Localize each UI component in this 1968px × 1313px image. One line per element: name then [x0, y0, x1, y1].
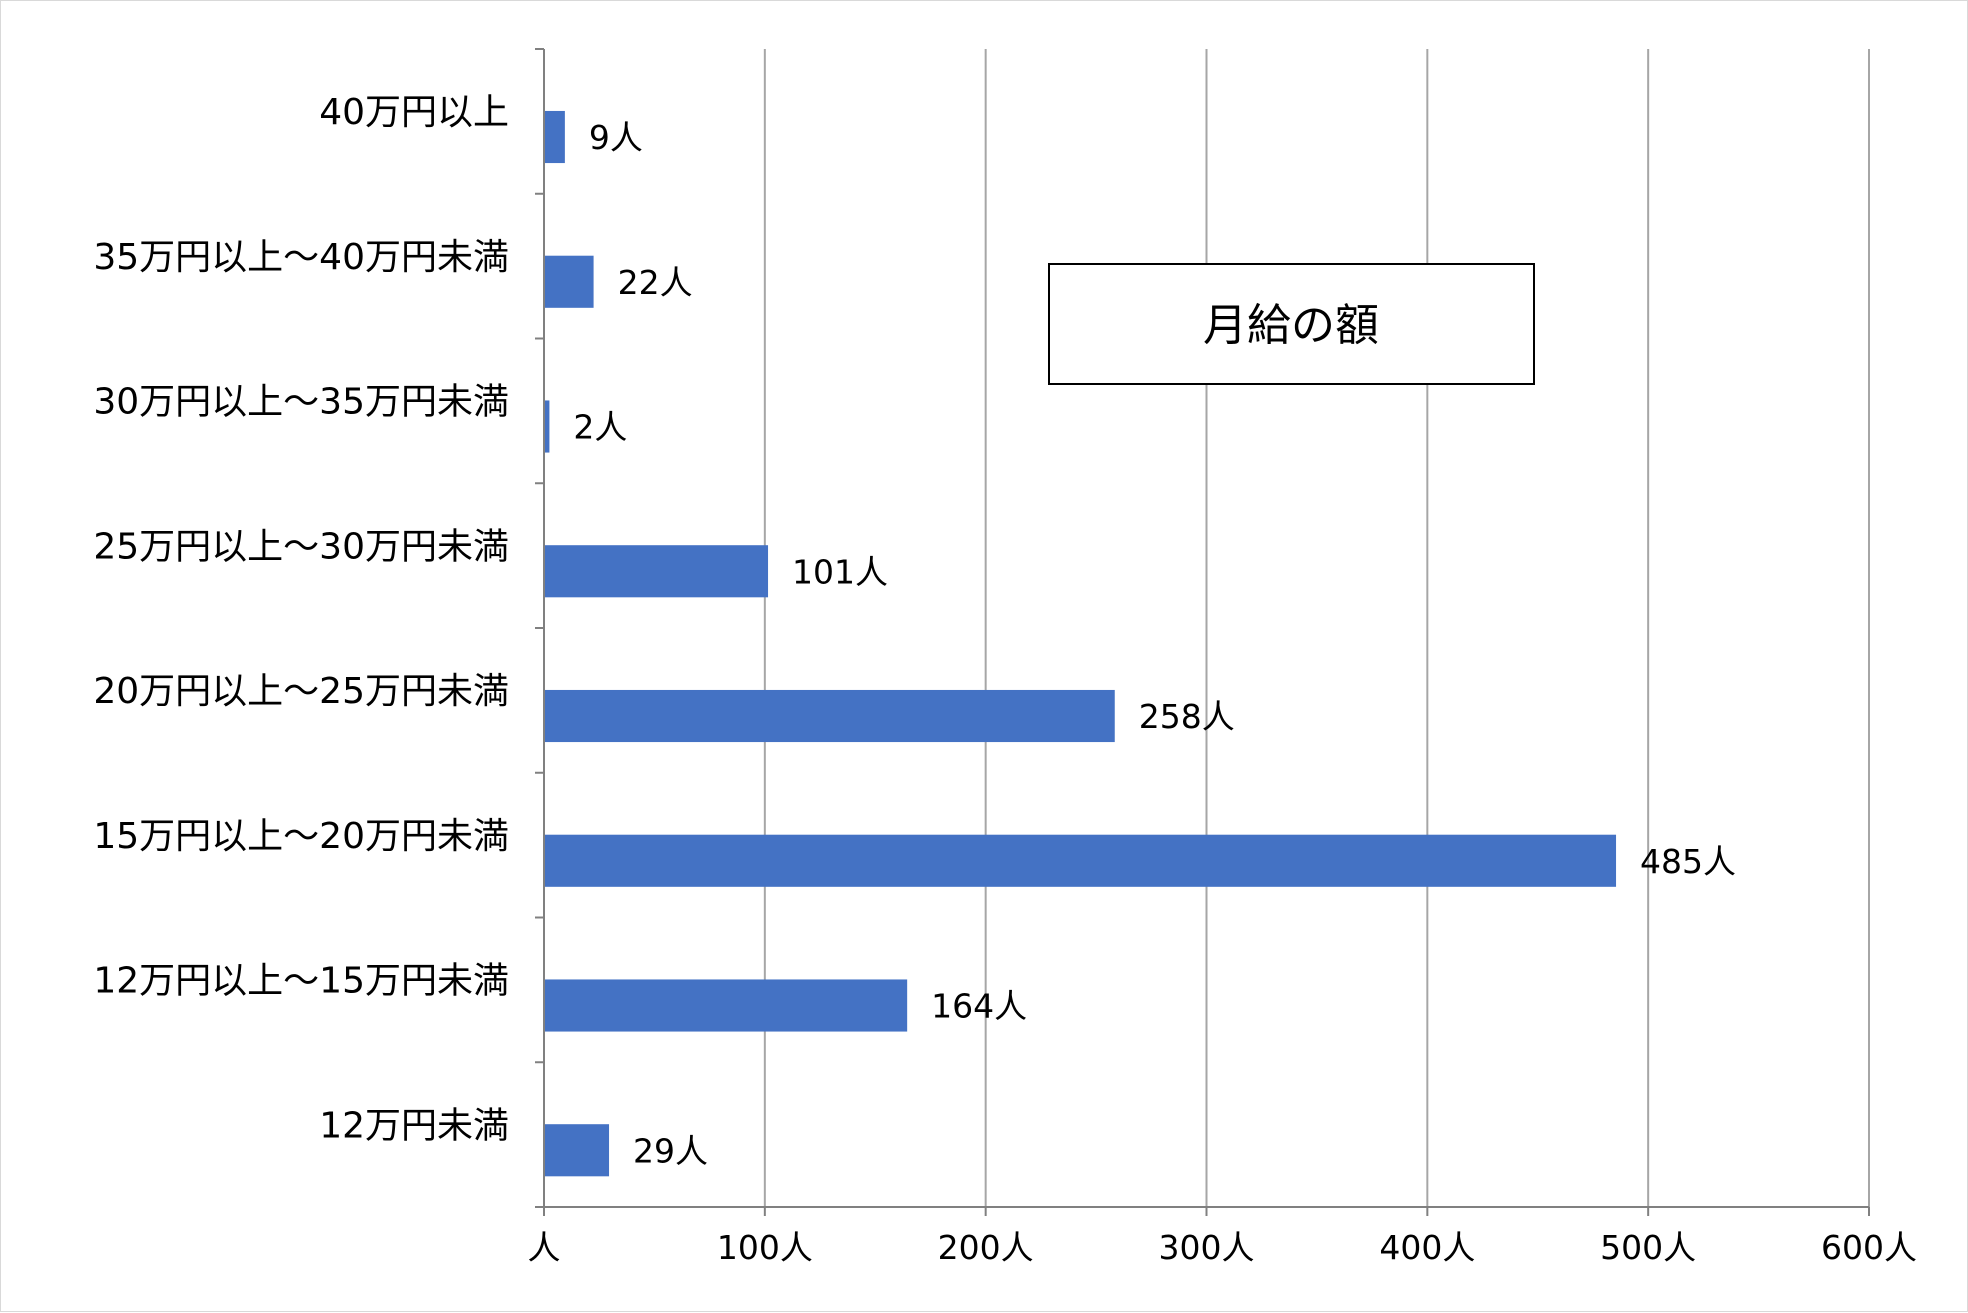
bar-2 — [545, 400, 550, 453]
data-label-4: 258人 — [1139, 697, 1235, 736]
category-label-3: 25万円以上～30万円未満 — [93, 526, 509, 567]
grid-lines — [763, 49, 1870, 1207]
bar-7 — [545, 1124, 610, 1177]
x-tick-label-600: 600人 — [1821, 1228, 1917, 1267]
category-label-7: 12万円未満 — [319, 1105, 509, 1146]
category-label-1: 35万円以上～40万円未満 — [93, 237, 509, 278]
bar-6 — [545, 979, 908, 1032]
data-label-3: 101人 — [792, 552, 888, 591]
data-labels: 9人 22人 2人 101人 258人 485人 164人 29人 — [573, 118, 1736, 1170]
bar-1 — [545, 255, 594, 308]
data-label-0: 9人 — [589, 118, 643, 157]
x-tick-labels: 人 100人 200人 300人 400人 500人 600人 — [528, 1228, 1918, 1267]
data-label-1: 22人 — [618, 263, 693, 302]
chart-title-box: 月給の額 — [1048, 263, 1535, 385]
category-label-0: 40万円以上 — [319, 92, 509, 133]
data-label-6: 164人 — [931, 987, 1027, 1026]
axes — [535, 48, 1870, 1216]
x-tick-label-400: 400人 — [1379, 1228, 1475, 1267]
category-label-5: 15万円以上～20万円未満 — [93, 816, 509, 857]
x-tick-label-200: 200人 — [938, 1228, 1034, 1267]
bar-4 — [545, 689, 1115, 743]
category-labels: 40万円以上 35万円以上～40万円未満 30万円以上～35万円未満 25万円以上～3… — [93, 92, 509, 1146]
x-tick-label-100: 100人 — [717, 1228, 813, 1267]
x-tick-label-0: 人 — [528, 1228, 561, 1267]
bars — [545, 110, 1617, 1177]
data-label-5: 485人 — [1640, 842, 1736, 881]
category-label-2: 30万円以上～35万円未満 — [93, 382, 509, 423]
chart-title: 月給の額 — [1203, 300, 1379, 351]
x-tick-label-300: 300人 — [1159, 1228, 1255, 1267]
data-label-7: 29人 — [633, 1131, 708, 1170]
bar-3 — [545, 545, 769, 598]
category-label-4: 20万円以上～25万円未満 — [93, 671, 509, 712]
bar-0 — [545, 110, 565, 164]
data-label-2: 2人 — [573, 408, 627, 447]
x-tick-label-500: 500人 — [1600, 1228, 1696, 1267]
category-label-6: 12万円以上～15万円未満 — [93, 961, 509, 1002]
bar-5 — [545, 834, 1617, 887]
